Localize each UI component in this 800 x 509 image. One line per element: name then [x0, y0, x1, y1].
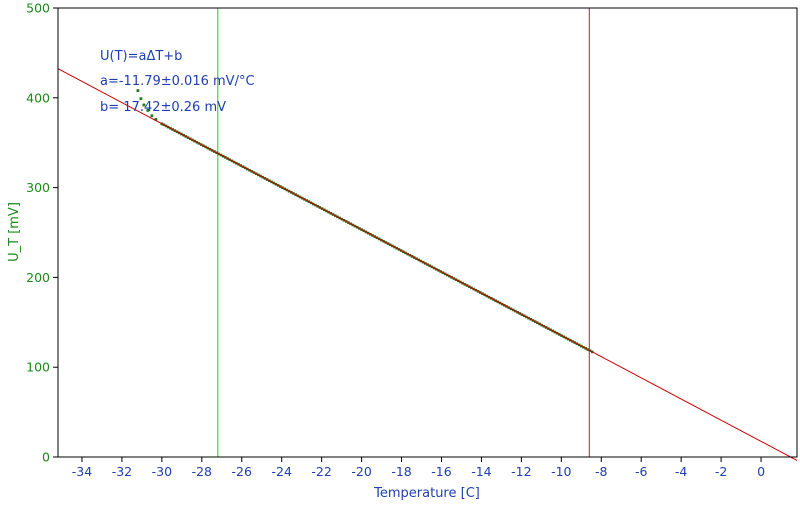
fit-equation-label: U(T)=aΔT+b: [100, 49, 182, 64]
plot-frame: [57, 7, 798, 458]
x-tick-label: -22: [311, 464, 331, 479]
x-tick-label: -2: [715, 464, 727, 479]
data-point-outlier: [139, 97, 143, 101]
data-point-outlier: [150, 114, 154, 118]
data-point-outlier: [136, 89, 140, 93]
x-tick-label: -6: [635, 464, 648, 479]
x-tick-label: -14: [471, 464, 491, 479]
x-tick-label: -28: [192, 464, 212, 479]
y-tick-label: 200: [26, 270, 50, 285]
x-tick-label: -4: [675, 464, 688, 479]
y-axis-label: U_T [mV]: [7, 202, 22, 262]
x-tick-label: -10: [551, 464, 571, 479]
data-point-outlier: [154, 117, 158, 121]
data-point-outlier: [146, 108, 150, 112]
x-tick-label: -26: [232, 464, 252, 479]
x-tick-label: -18: [391, 464, 411, 479]
x-tick-label: -8: [595, 464, 608, 479]
x-tick-label: -34: [72, 464, 92, 479]
data-point-outlier: [142, 103, 146, 107]
x-tick-label: -12: [511, 464, 531, 479]
x-tick-label: -30: [152, 464, 172, 479]
y-tick-label: 500: [26, 1, 50, 16]
y-tick-label: 100: [26, 360, 50, 375]
data-layer: [57, 8, 798, 461]
y-tick-label: 300: [26, 180, 50, 195]
x-axis-label: Temperature [C]: [373, 486, 480, 501]
fit-slope-label: a=-11.79±0.016 mV/°C: [100, 74, 255, 89]
x-tick-label: -20: [351, 464, 371, 479]
y-tick-label: 0: [42, 450, 50, 465]
fit-intercept-label: b= 17.42±0.26 mV: [100, 100, 226, 115]
x-tick-label: -16: [431, 464, 451, 479]
x-tick-label: -24: [271, 464, 291, 479]
y-tick-label: 400: [26, 90, 50, 105]
x-tick-label: -32: [112, 464, 132, 479]
x-tick-label: 0: [757, 464, 765, 479]
fit-line: [57, 68, 798, 461]
